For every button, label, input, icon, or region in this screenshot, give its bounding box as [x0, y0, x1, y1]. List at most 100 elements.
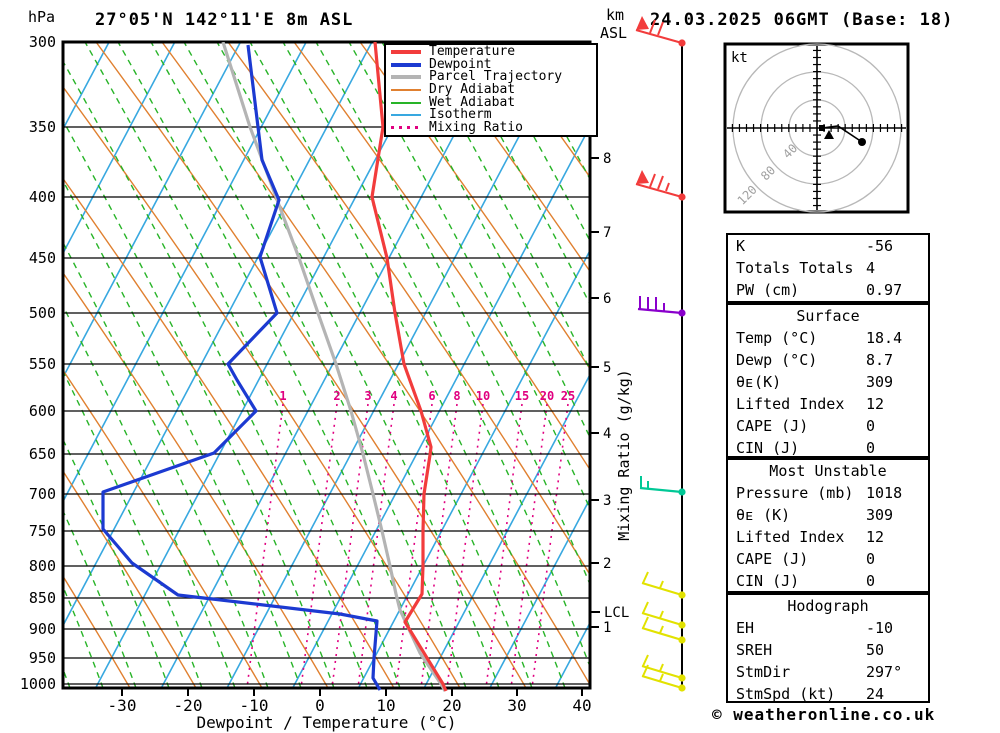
- lcl-label: LCL: [604, 605, 629, 621]
- pressure-tick-label: 800: [29, 557, 56, 575]
- row-value: 12: [866, 395, 885, 413]
- mixing-ratio-line: [510, 403, 548, 689]
- isotherm-line: [94, 42, 439, 689]
- temperature-curve: [370, 42, 448, 692]
- pressure-tick-label: 650: [29, 445, 56, 463]
- km-axis-tick-label: 1: [603, 620, 611, 636]
- wet-adiabat-line: [63, 119, 335, 689]
- row-value: -10: [866, 619, 894, 637]
- wet-adiabat-line: [63, 241, 269, 689]
- row-label: Temp (°C): [736, 329, 818, 347]
- wet-adiabat-line: [216, 42, 533, 689]
- legend-swatch: [391, 62, 421, 67]
- dry-adiabat-line: [227, 42, 590, 576]
- table-row: θᴇ(K) 309: [728, 371, 928, 393]
- row-value: 0: [866, 439, 876, 457]
- wet-adiabat-line: [117, 42, 434, 689]
- row-value: 0: [866, 417, 876, 435]
- mixing-ratio-line: [246, 403, 284, 689]
- wet-adiabat-line: [63, 179, 302, 689]
- table-hodograph-stats: Hodograph EH -10 SREH 50 StmDir 297° StmSpd (kt…: [726, 593, 930, 703]
- dry-adiabat-line: [491, 42, 590, 179]
- pressure-tick-label: 500: [29, 304, 56, 322]
- row-label: Lifted Index: [736, 528, 845, 546]
- mixing-ratio-line: [395, 403, 433, 689]
- row-label: CIN (J): [736, 439, 800, 457]
- wet-adiabat-line: [63, 437, 170, 689]
- pressure-tick-label: 450: [29, 249, 56, 267]
- mixing-ratio-line: [531, 403, 569, 689]
- mixing-ratio-value-label: 2: [333, 389, 340, 403]
- km-axis-tick-label: 7: [603, 225, 611, 241]
- row-value: 8.7: [866, 351, 894, 369]
- mixing-ratio-value-label: 6: [428, 389, 435, 403]
- legend-label: Isotherm: [429, 107, 492, 123]
- mixing-ratio-value-label: 20: [540, 389, 554, 403]
- row-label: Pressure (mb): [736, 484, 854, 502]
- wind-barb: [641, 601, 686, 629]
- row-label: Totals Totals: [736, 259, 854, 277]
- row-value: 0.97: [866, 281, 903, 299]
- hodograph-end-marker: [858, 138, 866, 146]
- table-row: Pressure (mb) 1018: [728, 482, 928, 504]
- wind-barb: [635, 16, 686, 47]
- wind-barb: [635, 170, 686, 201]
- row-value: 50: [866, 641, 885, 659]
- mixing-ratio-value-label: 10: [476, 389, 490, 403]
- temp-axis-tick-label: 0: [315, 696, 325, 715]
- dry-adiabat-line: [63, 574, 131, 689]
- wet-adiabat-line: [282, 42, 590, 669]
- table-most-unstable: Most Unstable Pressure (mb) 1018 θᴇ (K) 309 L…: [726, 458, 930, 593]
- row-value: 309: [866, 506, 894, 524]
- isotherm-line: [63, 42, 373, 628]
- pressure-tick-label: 550: [29, 355, 56, 373]
- mixing-ratio-value-label: 15: [515, 389, 529, 403]
- row-value: 297°: [866, 663, 903, 681]
- table-row: Temp (°C) 18.4: [728, 327, 928, 349]
- wet-adiabat-line: [183, 42, 500, 689]
- table-row: EH -10: [728, 617, 928, 639]
- wet-adiabat-line: [315, 42, 590, 587]
- row-value: 1018: [866, 484, 903, 502]
- table-header: Hodograph: [787, 597, 869, 615]
- legend-swatch: [391, 101, 421, 104]
- pressure-tick-label: 850: [29, 589, 56, 607]
- legend-label: Mixing Ratio: [429, 119, 523, 135]
- table-row: StmDir 297°: [728, 661, 928, 683]
- wet-adiabat-line: [480, 42, 590, 243]
- plot-border: [61, 40, 592, 690]
- isotherm-line: [489, 497, 590, 689]
- table-header: Most Unstable: [769, 462, 887, 480]
- legend-swatch: [391, 50, 421, 55]
- wet-adiabat-line: [414, 42, 590, 372]
- table-indices: K -56 Totals Totals 4 PW (cm) 0.97: [726, 233, 930, 303]
- temp-axis-tick-label: -30: [108, 696, 137, 715]
- mixing-ratio-line: [331, 403, 369, 689]
- isotherm-line: [291, 124, 590, 689]
- row-label: PW (cm): [736, 281, 800, 299]
- dry-adiabat-line: [425, 42, 590, 273]
- station-title: 27°05'N 142°11'E 8m ASL: [95, 10, 354, 30]
- km-axis-tick-label: 2: [603, 556, 611, 572]
- pressure-tick-label: 600: [29, 402, 56, 420]
- legend-label: Wet Adiabat: [429, 94, 516, 110]
- asl-axis-label: ASL: [600, 24, 628, 42]
- temp-axis-tick-label: 30: [507, 696, 526, 715]
- wind-barb: [637, 296, 686, 317]
- wet-adiabat-line: [447, 42, 590, 306]
- isotherm-line: [160, 42, 505, 689]
- pressure-unit-label: hPa: [28, 8, 56, 26]
- legend-label: Temperature: [429, 44, 516, 60]
- dry-adiabat-line: [63, 271, 329, 689]
- mixing-ratio-line: [420, 403, 458, 689]
- table-row: SREH 50: [728, 639, 928, 661]
- table-row: CAPE (J) 0: [728, 548, 928, 570]
- pressure-tick-label: 1000: [20, 675, 56, 693]
- row-label: θᴇ (K): [736, 506, 791, 524]
- legend-swatch: [391, 88, 421, 91]
- km-axis-tick-label: 4: [603, 426, 611, 442]
- pressure-tick-label: 300: [29, 33, 56, 51]
- hodograph-surface-marker: [819, 125, 825, 131]
- dry-adiabat-line: [161, 42, 590, 686]
- wet-adiabat-line: [63, 584, 104, 689]
